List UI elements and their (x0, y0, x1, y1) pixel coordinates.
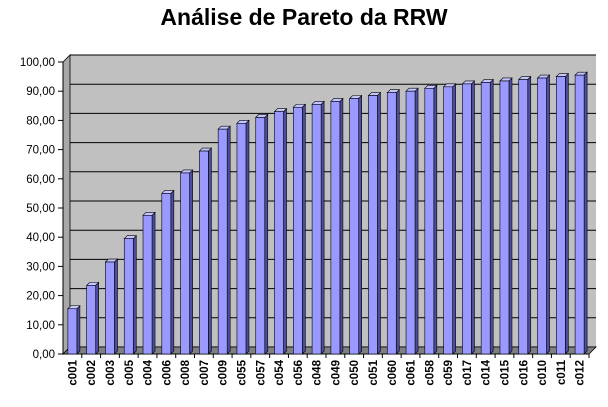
bar-side (583, 71, 588, 355)
bar (255, 117, 266, 355)
bar (180, 172, 190, 355)
bar (293, 106, 303, 355)
bar (236, 123, 247, 355)
x-tick-label: c051 (368, 359, 380, 385)
bar-side (114, 258, 118, 355)
x-tick-label: c016 (518, 360, 530, 386)
bar-side (395, 88, 400, 355)
bar (574, 74, 585, 355)
bar-side (377, 91, 381, 355)
bar (368, 95, 378, 355)
x-tick-label: c058 (424, 359, 436, 385)
bar-side (433, 84, 438, 355)
bar (349, 98, 359, 355)
bar (462, 83, 472, 355)
bar-side (245, 119, 250, 355)
bar (217, 128, 228, 355)
y-tick-label: 80,00 (26, 115, 55, 127)
x-tick-label: c050 (349, 360, 361, 386)
y-tick-label: 70,00 (26, 145, 55, 157)
bar (330, 101, 341, 355)
x-tick-label: c056 (293, 360, 305, 386)
bar-side (151, 211, 156, 355)
bar (199, 150, 209, 355)
x-tick-label: c001 (67, 359, 79, 385)
y-tick-label: 30,00 (26, 261, 55, 273)
bar (142, 215, 153, 355)
bar-side (489, 78, 494, 355)
x-tick-label: c003 (105, 360, 117, 386)
x-tick-label: c059 (443, 360, 455, 386)
bar (556, 76, 566, 355)
x-tick-label: c054 (274, 359, 286, 385)
bar (480, 82, 491, 355)
bar (518, 79, 529, 355)
bar (405, 90, 416, 355)
bar (86, 285, 96, 355)
x-tick-label: c048 (312, 359, 324, 385)
x-tick-label: c004 (143, 359, 155, 385)
bar-side (170, 189, 175, 355)
bar (274, 111, 284, 355)
bar-side (565, 72, 569, 355)
bar-side (414, 87, 419, 355)
x-tick-label: c005 (124, 359, 136, 385)
x-tick-label: c060 (387, 360, 399, 386)
x-tick-label: c010 (537, 360, 549, 386)
bar-side (527, 75, 532, 355)
bar-side (302, 103, 306, 355)
y-tick-label: 20,00 (26, 291, 55, 303)
bar (537, 77, 547, 355)
bar-side (132, 234, 137, 355)
y-tick-label: 40,00 (26, 232, 55, 244)
bar-side (508, 77, 513, 355)
y-tick-label: 10,00 (26, 320, 55, 332)
x-tick-label: c011 (556, 359, 568, 385)
x-tick-label: c055 (236, 359, 248, 385)
bar (311, 104, 322, 355)
x-tick-label: c002 (86, 360, 98, 386)
x-tick-label: c007 (199, 360, 211, 386)
x-tick-label: c009 (218, 360, 230, 386)
bar-side (95, 281, 99, 355)
bar (386, 92, 397, 355)
y-tick-label: 0,00 (33, 349, 55, 361)
bar-side (76, 305, 81, 355)
x-tick-label: c015 (499, 359, 511, 385)
y-tick-label: 90,00 (26, 86, 55, 98)
bar-side (208, 147, 212, 355)
bar-side (546, 74, 550, 355)
bar-side (189, 169, 193, 355)
bar (161, 193, 172, 355)
x-tick-label: c014 (481, 359, 493, 385)
bar-side (226, 125, 231, 355)
bar (443, 86, 453, 355)
x-tick-label: c057 (255, 360, 267, 386)
bar-side (264, 113, 269, 355)
y-tick-label: 60,00 (26, 174, 55, 186)
y-tick-label: 100,00 (20, 57, 55, 69)
bar (105, 261, 115, 355)
x-tick-label: c006 (161, 360, 173, 386)
bar (67, 308, 78, 355)
bar-side (471, 80, 475, 355)
bar (499, 80, 510, 355)
bar-side (339, 97, 344, 355)
bar-side (358, 94, 362, 355)
bar-side (283, 107, 287, 355)
x-tick-label: c012 (575, 360, 587, 386)
bar-side (452, 83, 456, 355)
x-tick-label: c008 (180, 359, 192, 385)
x-tick-label: c049 (330, 360, 342, 386)
x-tick-label: c017 (462, 360, 474, 386)
x-tick-label: c061 (406, 359, 418, 385)
y-tick-label: 50,00 (26, 203, 55, 215)
bar-side (320, 100, 325, 355)
chart-title: Análise de Pareto da RRW (160, 4, 448, 30)
bar (123, 238, 134, 355)
bar (424, 87, 435, 355)
